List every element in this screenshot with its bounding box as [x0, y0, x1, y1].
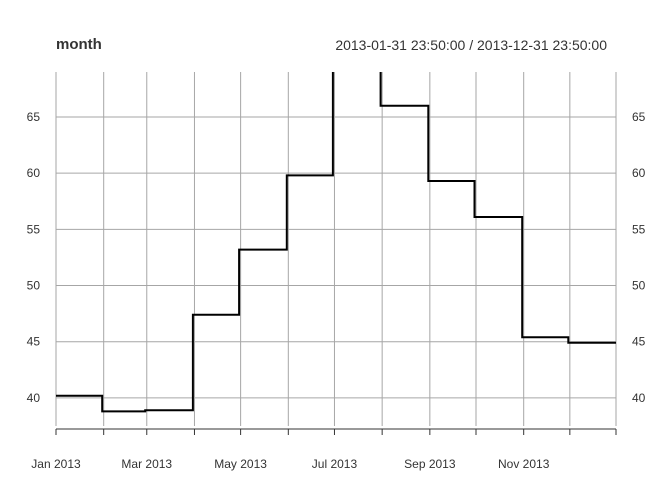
- series-line: [56, 72, 616, 413]
- y-tick-label-left: 65: [27, 110, 41, 124]
- x-tick-label: Nov 2013: [498, 457, 550, 471]
- grid-lines: [55, 72, 617, 426]
- chart-title: month: [56, 36, 102, 53]
- y-tick-label-right: 40: [632, 391, 646, 405]
- axes: [55, 428, 617, 435]
- y-tick-label-left: 55: [27, 222, 41, 236]
- x-tick-label: Jul 2013: [312, 457, 358, 471]
- x-tick-label: Sep 2013: [404, 457, 456, 471]
- chart-date-range: 2013-01-31 23:50:00 / 2013-12-31 23:50:0…: [335, 37, 607, 53]
- y-tick-label-right: 65: [632, 110, 646, 124]
- y-tick-label-left: 50: [27, 279, 41, 293]
- x-tick-label: Jan 2013: [31, 457, 81, 471]
- y-tick-label-right: 55: [632, 222, 646, 236]
- y-tick-label-left: 40: [27, 391, 41, 405]
- tick-labels: 40 40 45 45 50 50 55 55 60 60 65 65 Jan 2013 Mar 2013…: [27, 110, 646, 471]
- x-tick-label: Mar 2013: [121, 457, 172, 471]
- x-tick-label: May 2013: [214, 457, 267, 471]
- y-tick-label-right: 45: [632, 335, 646, 349]
- y-tick-label-left: 45: [27, 335, 41, 349]
- y-tick-label-right: 60: [632, 166, 646, 180]
- y-tick-label-left: 60: [27, 166, 41, 180]
- y-tick-label-right: 50: [632, 279, 646, 293]
- series-layer: [56, 72, 616, 413]
